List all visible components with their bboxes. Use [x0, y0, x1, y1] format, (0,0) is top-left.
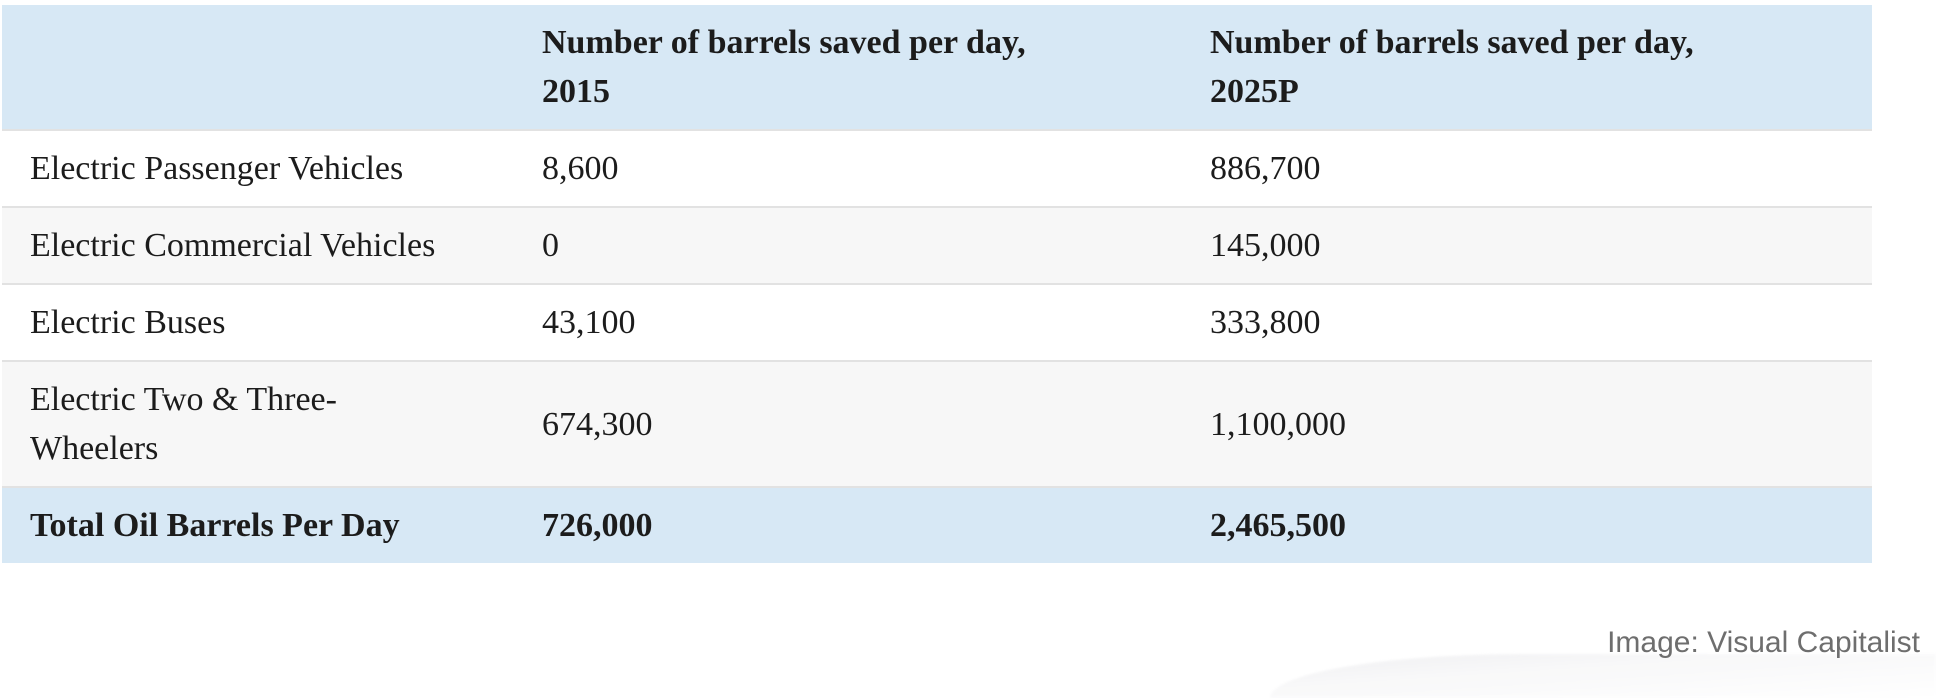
value-2025p: 333,800 — [1210, 304, 1321, 341]
value-2025p: 1,100,000 — [1182, 361, 1872, 487]
row-label: Electric Two & Three- Wheelers — [2, 361, 514, 487]
value-2015: 8,600 — [542, 150, 619, 187]
row-label: Electric Buses — [30, 304, 226, 341]
total-value-2025p: 2,465,500 — [1182, 487, 1872, 563]
value-2015: 0 — [514, 207, 1182, 284]
image-credit: Image: Visual Capitalist — [1607, 626, 1920, 659]
header-cell-2025p: Number of barrels saved per day, 2025P — [1182, 5, 1872, 130]
total-value-2015: 726,000 — [514, 487, 1182, 563]
bottom-right-card-shadow — [1270, 654, 1936, 698]
total-label: Total Oil Barrels Per Day — [2, 487, 514, 563]
value-2025p: 886,700 — [1210, 150, 1321, 187]
table-row-buses: Electric Buses 43,100 333,800 — [2, 284, 1872, 361]
table-row-total: Total Oil Barrels Per Day 726,000 2,465,… — [2, 487, 1872, 563]
table-header-row: Number of barrels saved per day, 2015 Nu… — [2, 5, 1872, 130]
header-cell-2015: Number of barrels saved per day, 2015 — [514, 5, 1182, 130]
table-row-two-three-wheelers: Electric Two & Three- Wheelers 674,300 1… — [2, 361, 1872, 487]
table-row-commercial-vehicles: Electric Commercial Vehicles 0 145,000 — [2, 207, 1872, 284]
row-label: Electric Passenger Vehicles — [30, 150, 404, 187]
table-header: Number of barrels saved per day, 2015 Nu… — [2, 5, 1872, 130]
table-row-passenger-vehicles: Electric Passenger Vehicles 8,600 886,70… — [2, 130, 1872, 207]
header-cell-empty — [2, 5, 514, 130]
barrels-saved-table: Number of barrels saved per day, 2015 Nu… — [2, 5, 1872, 563]
value-2025p: 145,000 — [1182, 207, 1872, 284]
value-2015: 674,300 — [514, 361, 1182, 487]
value-2015: 43,100 — [542, 304, 636, 341]
row-label: Electric Commercial Vehicles — [2, 207, 514, 284]
